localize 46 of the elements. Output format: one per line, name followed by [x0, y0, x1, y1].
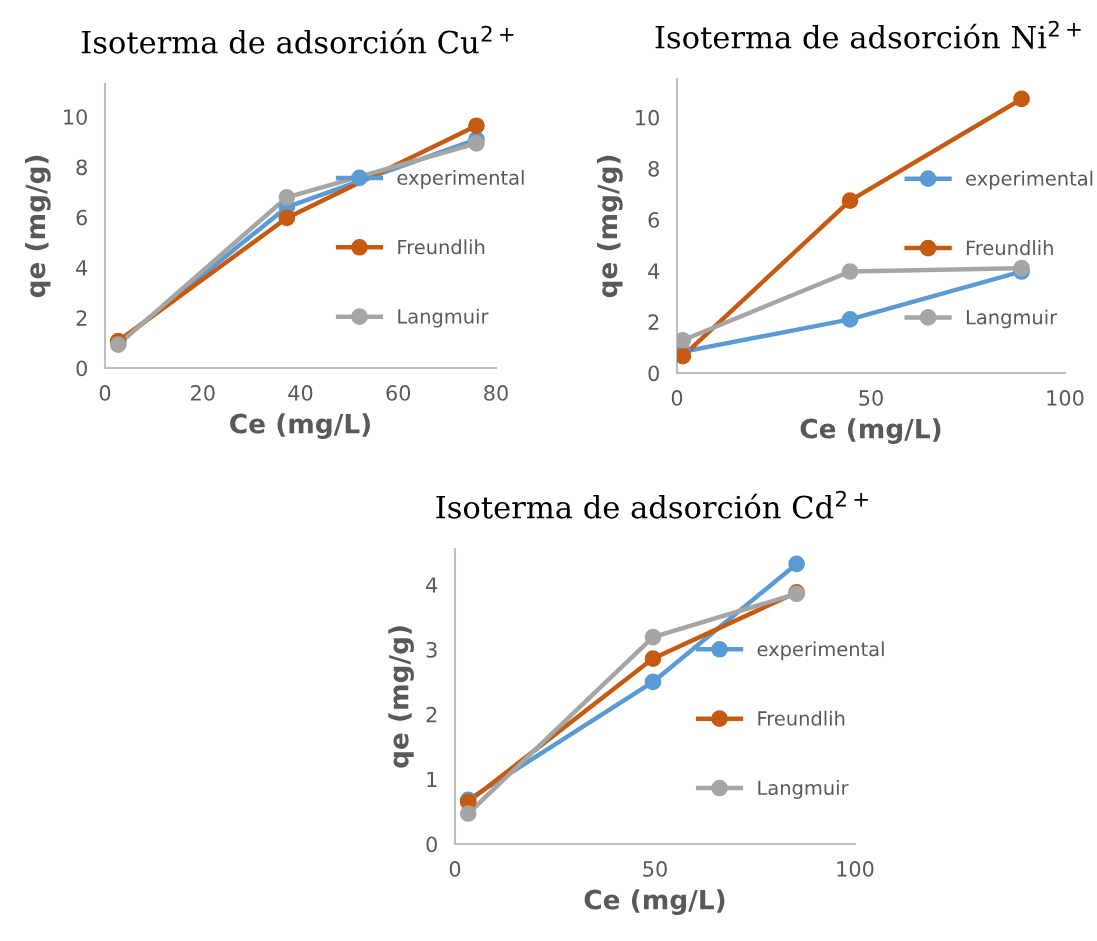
x-tick-label: 50 [859, 390, 883, 406]
y-tick-label: 10 [64, 109, 87, 125]
legend-label: Freundlih [398, 239, 485, 255]
y-tick-label: 8 [648, 160, 659, 177]
legend-label: Langmuir [966, 309, 1058, 329]
y-tick-label: 0 [426, 836, 437, 853]
x-axis-title: Ce (mg/L) [584, 889, 725, 915]
y-tick-label: 2 [426, 706, 437, 723]
y-tick-label: 3 [426, 641, 437, 658]
y-tick-label: 10 [636, 109, 659, 126]
y-tick-label: 0 [648, 365, 659, 382]
legend-label: experimental [966, 170, 1093, 190]
legend-label: Langmuir [758, 780, 849, 799]
legend-label: experimental [397, 169, 524, 189]
y-tick-label: 4 [76, 260, 88, 276]
x-tick-label: 0 [99, 385, 111, 401]
x-tick-label: 60 [386, 385, 411, 401]
x-tick-label: 80 [484, 385, 508, 401]
y-tick-label: 4 [648, 263, 660, 279]
x-tick-label: 0 [671, 390, 683, 406]
y-axis-title: qe (mg/g) [596, 155, 623, 298]
legend-label: Freundlih [966, 240, 1053, 256]
legend-label: Freundlih [758, 710, 845, 726]
y-tick-label: 4 [426, 577, 438, 593]
legend-label: experimental [757, 641, 884, 661]
y-tick-label: 6 [76, 209, 88, 226]
x-tick-label: 100 [1047, 390, 1084, 406]
y-tick-label: 6 [648, 212, 660, 228]
x-tick-label: 0 [449, 861, 461, 877]
y-axis-title: qe (mg/g) [25, 155, 51, 298]
x-axis-title: Ce (mg/L) [230, 413, 370, 439]
y-tick-label: 2 [648, 314, 659, 330]
y-tick-label: 0 [76, 360, 87, 377]
x-tick-label: 20 [191, 385, 215, 401]
y-tick-label: 2 [76, 310, 87, 326]
chart-title: Isoterma de adsorción Ni$^{2+}$ [655, 20, 1081, 49]
y-tick-label: 1 [427, 771, 437, 788]
x-tick-label: 40 [288, 385, 313, 401]
legend-label: Langmuir [398, 308, 489, 328]
y-tick-label: 8 [76, 159, 87, 176]
x-tick-label: 50 [643, 861, 667, 877]
x-axis-title: Ce (mg/L) [800, 418, 941, 444]
x-tick-label: 100 [837, 861, 874, 877]
chart-title: Isoterma de adsorción Cd$^{2+}$ [436, 490, 868, 519]
chart-title: Isoterma de adsorción Cu$^{2+}$ [81, 25, 514, 54]
y-axis-title: qe (mg/g) [388, 626, 414, 768]
